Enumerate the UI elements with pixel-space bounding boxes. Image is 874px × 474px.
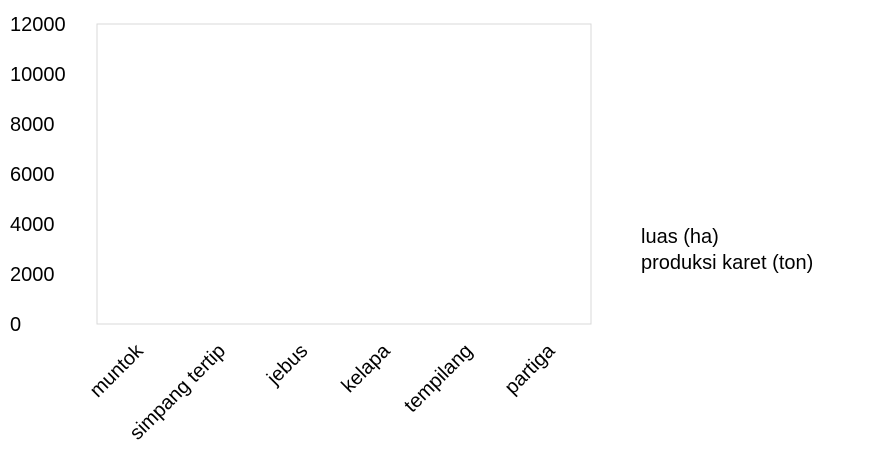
- legend: luas (ha) produksi karet (ton): [641, 224, 813, 276]
- y-tick-label: 10000: [10, 64, 66, 86]
- y-axis-ticks: 0 2000 4000 6000 8000 10000 12000: [10, 14, 66, 336]
- x-tick-label: jebus: [262, 340, 312, 390]
- y-tick-label: 2000: [10, 264, 55, 286]
- y-tick-label: 8000: [10, 114, 55, 136]
- y-tick-label: 12000: [10, 14, 66, 36]
- x-tick-label: kelapa: [337, 339, 395, 397]
- x-tick-label: muntok: [86, 339, 149, 402]
- x-tick-label: partiga: [501, 339, 560, 398]
- y-tick-label: 4000: [10, 214, 55, 236]
- x-tick-label: tempilang: [400, 340, 477, 417]
- legend-item-luas: luas (ha): [641, 226, 719, 248]
- y-tick-label: 6000: [10, 164, 55, 186]
- legend-item-produksi: produksi karet (ton): [641, 252, 814, 274]
- plot-area: [96, 23, 592, 325]
- y-tick-label: 0: [10, 314, 21, 336]
